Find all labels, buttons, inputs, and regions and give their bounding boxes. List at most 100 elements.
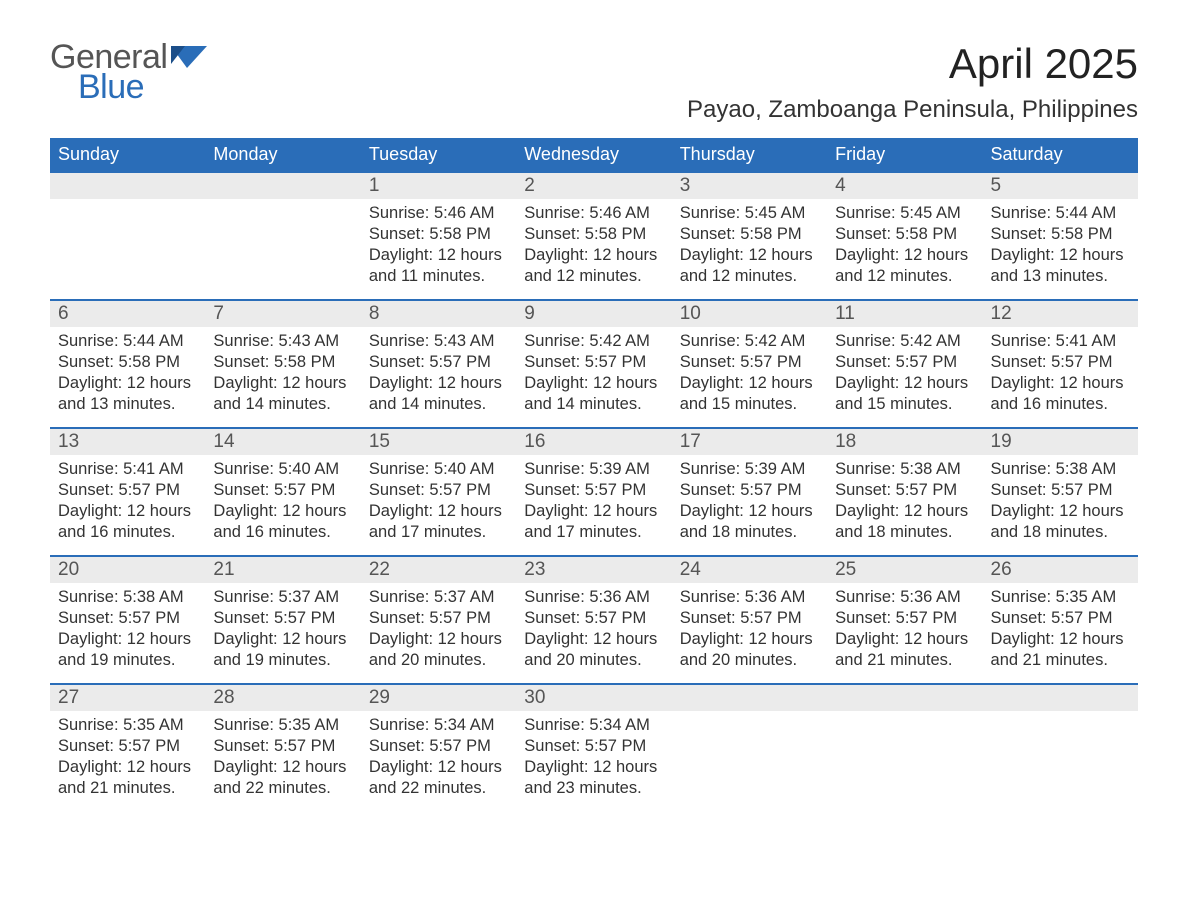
sunset-line: Sunset: 5:58 PM [991,224,1130,245]
day-detail: Sunrise: 5:43 AMSunset: 5:58 PMDaylight:… [205,327,360,423]
day-detail: Sunrise: 5:42 AMSunset: 5:57 PMDaylight:… [827,327,982,423]
day-detail: Sunrise: 5:38 AMSunset: 5:57 PMDaylight:… [827,455,982,551]
day-header: Thursday [672,138,827,172]
calendar-cell [672,684,827,812]
daylight-line: Daylight: 12 hours and 20 minutes. [369,629,508,671]
sunset-line: Sunset: 5:57 PM [369,352,508,373]
calendar-table: SundayMondayTuesdayWednesdayThursdayFrid… [50,138,1138,812]
sunrise-line: Sunrise: 5:36 AM [524,587,663,608]
day-detail: Sunrise: 5:42 AMSunset: 5:57 PMDaylight:… [516,327,671,423]
day-detail: Sunrise: 5:36 AMSunset: 5:57 PMDaylight:… [516,583,671,679]
sunset-line: Sunset: 5:57 PM [835,608,974,629]
sunset-line: Sunset: 5:57 PM [58,736,197,757]
daylight-line: Daylight: 12 hours and 20 minutes. [524,629,663,671]
day-detail: Sunrise: 5:34 AMSunset: 5:57 PMDaylight:… [516,711,671,807]
daylight-line: Daylight: 12 hours and 22 minutes. [213,757,352,799]
day-detail: Sunrise: 5:42 AMSunset: 5:57 PMDaylight:… [672,327,827,423]
day-number [672,685,827,711]
sunrise-line: Sunrise: 5:34 AM [369,715,508,736]
day-detail: Sunrise: 5:38 AMSunset: 5:57 PMDaylight:… [50,583,205,679]
day-detail: Sunrise: 5:38 AMSunset: 5:57 PMDaylight:… [983,455,1138,551]
daylight-line: Daylight: 12 hours and 12 minutes. [835,245,974,287]
day-number: 18 [827,429,982,455]
sunset-line: Sunset: 5:58 PM [680,224,819,245]
page-header: General Blue April 2025 Payao, Zamboanga… [50,40,1138,124]
daylight-line: Daylight: 12 hours and 14 minutes. [369,373,508,415]
sunset-line: Sunset: 5:57 PM [680,352,819,373]
sunrise-line: Sunrise: 5:46 AM [524,203,663,224]
daylight-line: Daylight: 12 hours and 16 minutes. [58,501,197,543]
daylight-line: Daylight: 12 hours and 14 minutes. [524,373,663,415]
calendar-cell: 16Sunrise: 5:39 AMSunset: 5:57 PMDayligh… [516,428,671,556]
calendar-cell: 30Sunrise: 5:34 AMSunset: 5:57 PMDayligh… [516,684,671,812]
sunrise-line: Sunrise: 5:35 AM [213,715,352,736]
day-number: 12 [983,301,1138,327]
daylight-line: Daylight: 12 hours and 18 minutes. [835,501,974,543]
sunset-line: Sunset: 5:57 PM [58,608,197,629]
sunrise-line: Sunrise: 5:43 AM [369,331,508,352]
daylight-line: Daylight: 12 hours and 15 minutes. [680,373,819,415]
day-detail: Sunrise: 5:36 AMSunset: 5:57 PMDaylight:… [827,583,982,679]
day-detail: Sunrise: 5:39 AMSunset: 5:57 PMDaylight:… [516,455,671,551]
day-number: 6 [50,301,205,327]
day-detail: Sunrise: 5:40 AMSunset: 5:57 PMDaylight:… [205,455,360,551]
day-number: 9 [516,301,671,327]
daylight-line: Daylight: 12 hours and 20 minutes. [680,629,819,671]
calendar-header-row: SundayMondayTuesdayWednesdayThursdayFrid… [50,138,1138,172]
sunset-line: Sunset: 5:57 PM [524,480,663,501]
day-number: 3 [672,173,827,199]
sunrise-line: Sunrise: 5:35 AM [58,715,197,736]
daylight-line: Daylight: 12 hours and 16 minutes. [213,501,352,543]
sunrise-line: Sunrise: 5:39 AM [680,459,819,480]
day-detail: Sunrise: 5:45 AMSunset: 5:58 PMDaylight:… [672,199,827,295]
calendar-cell: 9Sunrise: 5:42 AMSunset: 5:57 PMDaylight… [516,300,671,428]
day-number: 11 [827,301,982,327]
daylight-line: Daylight: 12 hours and 12 minutes. [680,245,819,287]
day-detail: Sunrise: 5:44 AMSunset: 5:58 PMDaylight:… [983,199,1138,295]
sunset-line: Sunset: 5:58 PM [369,224,508,245]
day-header: Wednesday [516,138,671,172]
sunrise-line: Sunrise: 5:44 AM [58,331,197,352]
daylight-line: Daylight: 12 hours and 14 minutes. [213,373,352,415]
calendar-cell [50,172,205,300]
sunset-line: Sunset: 5:58 PM [524,224,663,245]
day-header: Sunday [50,138,205,172]
calendar-cell: 29Sunrise: 5:34 AMSunset: 5:57 PMDayligh… [361,684,516,812]
location-subtitle: Payao, Zamboanga Peninsula, Philippines [687,96,1138,124]
calendar-cell: 25Sunrise: 5:36 AMSunset: 5:57 PMDayligh… [827,556,982,684]
calendar-cell: 6Sunrise: 5:44 AMSunset: 5:58 PMDaylight… [50,300,205,428]
calendar-cell: 23Sunrise: 5:36 AMSunset: 5:57 PMDayligh… [516,556,671,684]
day-header: Friday [827,138,982,172]
sunset-line: Sunset: 5:57 PM [835,352,974,373]
calendar-cell: 13Sunrise: 5:41 AMSunset: 5:57 PMDayligh… [50,428,205,556]
sunrise-line: Sunrise: 5:34 AM [524,715,663,736]
day-detail: Sunrise: 5:46 AMSunset: 5:58 PMDaylight:… [361,199,516,295]
calendar-cell [205,172,360,300]
sunset-line: Sunset: 5:57 PM [991,608,1130,629]
sunrise-line: Sunrise: 5:40 AM [369,459,508,480]
calendar-cell: 21Sunrise: 5:37 AMSunset: 5:57 PMDayligh… [205,556,360,684]
day-detail: Sunrise: 5:43 AMSunset: 5:57 PMDaylight:… [361,327,516,423]
calendar-cell: 12Sunrise: 5:41 AMSunset: 5:57 PMDayligh… [983,300,1138,428]
sunset-line: Sunset: 5:57 PM [991,480,1130,501]
sunrise-line: Sunrise: 5:43 AM [213,331,352,352]
day-number: 7 [205,301,360,327]
day-detail: Sunrise: 5:37 AMSunset: 5:57 PMDaylight:… [205,583,360,679]
day-detail [672,711,827,723]
calendar-cell: 17Sunrise: 5:39 AMSunset: 5:57 PMDayligh… [672,428,827,556]
day-number: 17 [672,429,827,455]
calendar-cell: 15Sunrise: 5:40 AMSunset: 5:57 PMDayligh… [361,428,516,556]
day-number [50,173,205,199]
calendar-cell: 24Sunrise: 5:36 AMSunset: 5:57 PMDayligh… [672,556,827,684]
sunrise-line: Sunrise: 5:40 AM [213,459,352,480]
day-detail: Sunrise: 5:41 AMSunset: 5:57 PMDaylight:… [983,327,1138,423]
calendar-cell: 8Sunrise: 5:43 AMSunset: 5:57 PMDaylight… [361,300,516,428]
day-detail: Sunrise: 5:40 AMSunset: 5:57 PMDaylight:… [361,455,516,551]
calendar-cell: 19Sunrise: 5:38 AMSunset: 5:57 PMDayligh… [983,428,1138,556]
month-title: April 2025 [687,40,1138,88]
day-detail: Sunrise: 5:45 AMSunset: 5:58 PMDaylight:… [827,199,982,295]
day-number: 16 [516,429,671,455]
sunset-line: Sunset: 5:57 PM [213,480,352,501]
day-detail: Sunrise: 5:36 AMSunset: 5:57 PMDaylight:… [672,583,827,679]
sunrise-line: Sunrise: 5:39 AM [524,459,663,480]
